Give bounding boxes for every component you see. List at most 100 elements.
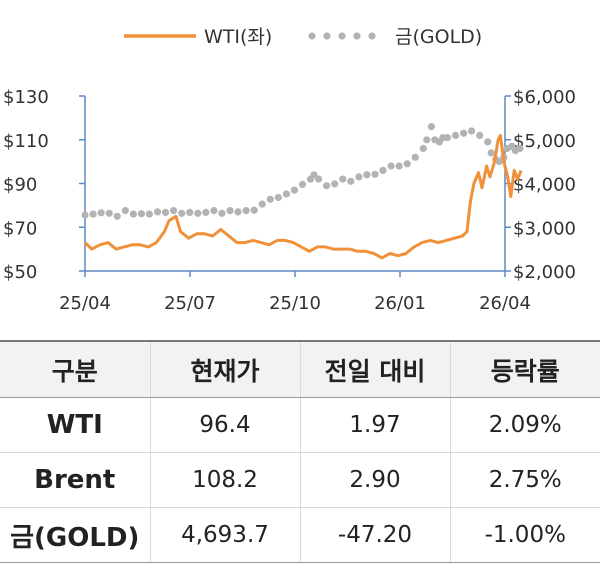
gold-data-point — [371, 170, 379, 178]
legend: WTI(좌) 금(GOLD) — [124, 26, 482, 48]
gold-data-point — [516, 144, 524, 153]
header-category: 구분 — [0, 340, 150, 398]
x-axis-tick-label: 26/04 — [479, 293, 531, 314]
right-axis-tick-label: $5,000 — [513, 131, 576, 152]
gold-data-point — [186, 208, 194, 216]
gold-data-point — [282, 190, 290, 198]
row-label: 금(GOLD) — [0, 507, 150, 563]
chart-area: WTI(좌) 금(GOLD) $130 $110 $90 $70 $50 $6,000 $5,… — [3, 26, 576, 314]
gold-data-point — [218, 209, 226, 217]
gold-data-point — [468, 127, 476, 135]
gold-data-point — [129, 210, 137, 218]
table-header-row: 구분 현재가 전일 대비 등락률 — [0, 340, 600, 398]
row-label: Brent — [0, 452, 150, 508]
gold-data-point — [234, 208, 242, 216]
gold-data-point — [476, 131, 484, 139]
price-table: 구분 현재가 전일 대비 등락률 WTI 96.4 1.97 2.09% Bre… — [0, 340, 600, 563]
gold-data-point — [210, 207, 218, 215]
right-axis-tick-label: $3,000 — [513, 218, 576, 239]
gold-data-point — [355, 173, 363, 181]
gold-data-point — [170, 207, 178, 215]
left-axis-tick-label: $130 — [3, 87, 49, 108]
gold-data-point — [323, 182, 331, 190]
gold-data-point — [403, 160, 411, 168]
cell-day-change: 2.90 — [299, 452, 450, 508]
gold-data-point — [315, 175, 323, 183]
gold-data-point — [105, 209, 113, 217]
x-axis-tick-label: 26/01 — [374, 293, 426, 314]
gold-data-point — [266, 195, 274, 203]
header-change-rate: 등락률 — [449, 340, 600, 398]
cell-change-rate: 2.75% — [449, 452, 600, 508]
gold-data-point — [161, 208, 170, 216]
gold-data-point — [97, 209, 105, 217]
gold-data-point — [310, 171, 318, 179]
gold-data-point — [487, 149, 495, 157]
table-row: 금(GOLD) 4,693.7 -47.20 -1.00% — [0, 507, 600, 563]
gold-data-point — [258, 200, 266, 208]
gold-data-point — [274, 193, 282, 202]
gold-data-point — [331, 180, 339, 188]
axes: $130 $110 $90 $70 $50 $6,000 $5,000 $4,000 $3,00… — [3, 87, 576, 314]
gold-data-point — [423, 136, 431, 144]
gold-data-point — [363, 171, 371, 179]
row-label: WTI — [0, 397, 150, 453]
right-axis-tick-label: $4,000 — [513, 175, 576, 196]
wti-series-line — [83, 133, 523, 260]
cell-day-change: -47.20 — [299, 507, 450, 563]
legend-gold-label: 금(GOLD) — [395, 26, 482, 48]
gold-data-point — [427, 123, 435, 131]
price-chart: WTI(좌) 금(GOLD) $130 $110 $90 $70 $50 $6,000 $5,… — [3, 26, 576, 314]
x-axis-tick-label: 25/10 — [269, 293, 321, 314]
x-axis-tick-label: 25/04 — [59, 293, 111, 314]
series-marks — [81, 123, 524, 260]
gold-data-point — [113, 212, 121, 220]
gold-data-point — [443, 134, 452, 142]
left-axis-tick-label: $70 — [3, 218, 37, 239]
gold-data-point — [178, 209, 186, 217]
gold-data-point — [419, 144, 427, 153]
cell-day-change: 1.97 — [299, 397, 450, 453]
gold-data-point — [202, 208, 210, 216]
legend-gold-swatch-dot — [308, 32, 316, 40]
gold-data-point — [242, 207, 250, 215]
gold-data-point — [451, 131, 460, 139]
table-row: Brent 108.2 2.90 2.75% — [0, 452, 600, 508]
gold-data-point — [226, 207, 234, 215]
gold-data-point — [460, 129, 468, 137]
gold-data-point — [250, 206, 258, 214]
legend-wti-label: WTI(좌) — [204, 26, 272, 48]
header-day-change: 전일 대비 — [299, 340, 450, 398]
legend-gold-swatch-dot — [323, 32, 331, 40]
cell-current-price: 108.2 — [149, 452, 300, 508]
table-row: WTI 96.4 1.97 2.09% — [0, 397, 600, 453]
gold-data-point — [145, 210, 153, 218]
gold-data-point — [153, 208, 162, 216]
right-axis-tick-label: $6,000 — [513, 87, 576, 108]
gold-data-point — [495, 158, 503, 166]
gold-data-point — [194, 209, 202, 217]
price-table-area: 구분 현재가 전일 대비 등락률 WTI 96.4 1.97 2.09% Bre… — [0, 340, 600, 563]
gold-data-point — [484, 138, 492, 146]
left-axis-tick-label: $110 — [3, 131, 49, 152]
right-axis-tick-label: $2,000 — [513, 262, 576, 283]
gold-data-point — [121, 207, 129, 215]
gold-data-point — [89, 210, 97, 218]
gold-data-point — [339, 175, 347, 183]
gold-data-point — [395, 162, 403, 170]
left-axis-tick-label: $90 — [3, 175, 37, 196]
x-axis-tick-label: 25/07 — [164, 293, 216, 314]
cell-change-rate: -1.00% — [449, 507, 600, 563]
gold-data-point — [379, 166, 387, 174]
header-current-price: 현재가 — [149, 340, 300, 398]
legend-gold-swatch-dot — [368, 32, 376, 40]
gold-data-point — [411, 153, 419, 161]
cell-change-rate: 2.09% — [449, 397, 600, 453]
legend-gold-swatch-dot — [338, 32, 346, 40]
legend-gold-swatch-dot — [353, 32, 361, 40]
gold-data-point — [387, 162, 395, 170]
gold-data-point — [290, 186, 298, 194]
gold-data-point — [347, 177, 355, 185]
cell-current-price: 96.4 — [149, 397, 300, 453]
gold-data-point — [298, 180, 307, 188]
